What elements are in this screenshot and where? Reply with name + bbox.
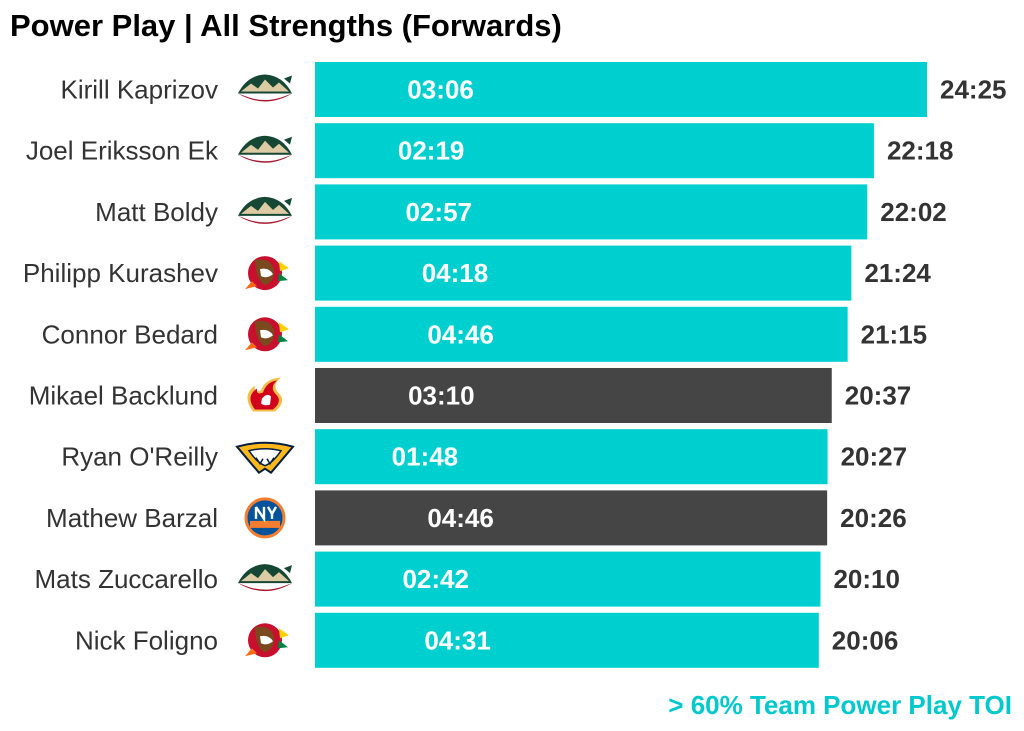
minnesota-wild-logo-icon (238, 564, 292, 592)
bar-row: Philipp Kurashev 04:18 21:24 (23, 245, 931, 301)
total-toi-label: 24:25 (940, 75, 1007, 105)
player-label: Nick Foligno (75, 625, 218, 655)
pp-toi-label: 01:48 (392, 442, 459, 472)
player-label: Ryan O'Reilly (61, 442, 218, 472)
bar (315, 123, 874, 179)
player-label: Mathew Barzal (46, 503, 218, 533)
bar (315, 245, 852, 301)
minnesota-wild-logo-icon (238, 135, 292, 163)
total-toi-label: 21:24 (864, 258, 931, 288)
pp-toi-label: 04:46 (427, 503, 494, 533)
chicago-blackhawks-logo-icon (245, 623, 289, 658)
total-toi-label: 22:02 (880, 197, 947, 227)
chicago-blackhawks-logo-icon (245, 317, 289, 352)
bar (315, 612, 819, 668)
nashville-predators-logo-icon (235, 441, 295, 475)
pp-toi-label: 04:18 (422, 258, 489, 288)
player-label: Matt Boldy (95, 197, 218, 227)
bar (315, 306, 848, 362)
pp-toi-label: 02:42 (402, 564, 469, 594)
player-label: Mats Zuccarello (35, 564, 219, 594)
bar (315, 62, 927, 117)
bar-row: Mathew Barzal 04:46 20:26 (46, 490, 907, 546)
total-toi-label: 20:10 (833, 564, 900, 594)
minnesota-wild-logo-icon (238, 196, 292, 224)
bar (315, 368, 832, 423)
total-toi-label: 22:18 (887, 136, 954, 166)
player-label: Philipp Kurashev (23, 258, 218, 288)
player-label: Kirill Kaprizov (61, 75, 219, 105)
bar-row: Joel Eriksson Ek 02:19 22:18 (26, 123, 954, 179)
bar (315, 490, 828, 546)
bar-row: Mats Zuccarello 02:42 20:10 (35, 551, 900, 607)
pp-toi-label: 04:46 (427, 319, 494, 349)
bar-row: Matt Boldy 02:57 22:02 (95, 184, 947, 240)
bar (315, 429, 828, 485)
bar (315, 551, 821, 607)
new-york-islanders-logo-icon (244, 497, 286, 539)
pp-toi-label: 03:10 (408, 381, 475, 411)
bar-row: Kirill Kaprizov 03:06 24:25 (61, 62, 1007, 117)
player-label: Joel Eriksson Ek (26, 136, 219, 166)
bar-row: Connor Bedard 04:46 21:15 (42, 306, 928, 362)
minnesota-wild-logo-icon (238, 74, 292, 102)
pp-toi-label: 02:57 (405, 197, 472, 227)
bar (315, 184, 868, 240)
pp-toi-label: 02:19 (398, 136, 465, 166)
chart-title: Power Play | All Strengths (Forwards) (10, 8, 562, 43)
player-label: Mikael Backlund (29, 381, 218, 411)
bar-rows: Kirill Kaprizov 03:06 24:25 Joel Eriksson E… (23, 62, 1007, 668)
calgary-flames-logo-icon (247, 377, 283, 412)
pp-toi-label: 04:31 (424, 625, 491, 655)
total-toi-label: 21:15 (861, 319, 928, 349)
bar-row: Mikael Backlund 03:10 20:37 (29, 368, 912, 423)
bar-row: Ryan O'Reilly 01:48 20:27 (61, 429, 908, 485)
total-toi-label: 20:26 (840, 503, 907, 533)
chicago-blackhawks-logo-icon (245, 256, 289, 291)
total-toi-label: 20:06 (832, 625, 899, 655)
footnote: > 60% Team Power Play TOI (668, 690, 1012, 720)
player-label: Connor Bedard (42, 319, 218, 349)
total-toi-label: 20:27 (841, 442, 908, 472)
bar-row: Nick Foligno 04:31 20:06 (75, 612, 899, 668)
total-toi-label: 20:37 (845, 381, 912, 411)
pp-toi-label: 03:06 (407, 75, 474, 105)
